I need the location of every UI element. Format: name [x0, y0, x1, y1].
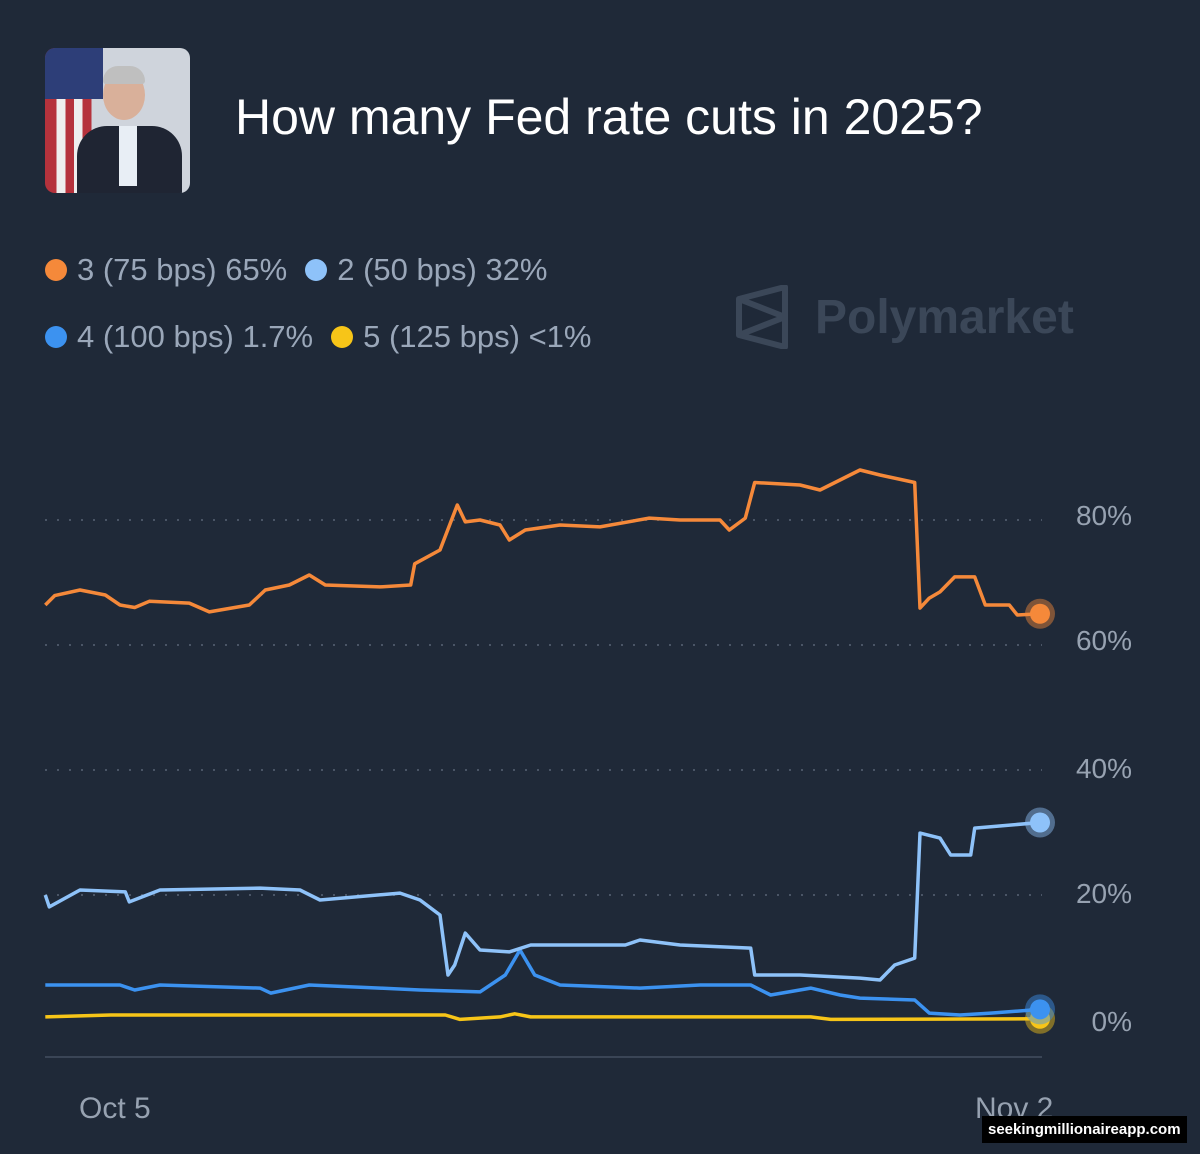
legend-value: <1% — [528, 319, 592, 354]
legend-label: 2 (50 bps) — [337, 252, 477, 287]
legend-item-5-cuts[interactable]: 5 (125 bps) <1% — [331, 319, 592, 355]
legend-label: 5 (125 bps) — [363, 319, 520, 354]
endpoint-marker-3[interactable] — [1030, 603, 1050, 624]
y-tick-label: 40% — [1075, 753, 1132, 784]
legend-value: 32% — [485, 252, 548, 287]
series-line-5 — [45, 1012, 1041, 1022]
legend-item-2-cuts[interactable]: 2 (50 bps) 32% — [305, 252, 548, 288]
y-tick-label: 0% — [1091, 1006, 1132, 1037]
page-title: How many Fed rate cuts in 2025? — [235, 89, 983, 145]
polymarket-watermark: Polymarket — [735, 285, 1074, 349]
yellow-dot-icon — [331, 326, 354, 348]
legend-label: 3 (75 bps) — [77, 252, 217, 287]
polymarket-brand: Polymarket — [815, 290, 1074, 344]
y-tick-label: 20% — [1075, 878, 1132, 909]
source-footer: seekingmillionaireapp.com — [982, 1116, 1187, 1143]
legend-row-2: 4 (100 bps) 1.7% 5 (125 bps) <1% — [45, 319, 610, 355]
x-tick-label: Oct 5 — [79, 1092, 151, 1125]
orange-dot-icon — [45, 259, 67, 281]
hair-shape — [103, 66, 145, 84]
light-blue-dot-icon — [305, 259, 328, 281]
series-line-2 — [43, 820, 1041, 982]
y-tick-label: 60% — [1075, 625, 1132, 656]
shirt-shape — [119, 126, 137, 186]
legend-item-3-cuts[interactable]: 3 (75 bps) 65% — [45, 252, 287, 288]
flag-image — [45, 48, 103, 99]
series-line-4 — [45, 948, 1041, 1017]
y-tick-label: 80% — [1075, 500, 1132, 531]
polymarket-logo-icon — [736, 285, 788, 349]
series-line-3 — [44, 468, 1041, 617]
endpoint-marker-2[interactable] — [1030, 812, 1050, 833]
legend-label: 4 (100 bps) — [77, 319, 234, 354]
legend-value: 65% — [225, 252, 288, 287]
blue-dot-icon — [45, 326, 67, 348]
legend-value: 1.7% — [242, 319, 314, 354]
legend-item-4-cuts[interactable]: 4 (100 bps) 1.7% — [45, 319, 313, 355]
legend-row-1: 3 (75 bps) 65% 2 (50 bps) 32% — [45, 252, 566, 288]
fed-chair-photo — [45, 48, 190, 193]
endpoint-marker-4[interactable] — [1030, 999, 1050, 1020]
